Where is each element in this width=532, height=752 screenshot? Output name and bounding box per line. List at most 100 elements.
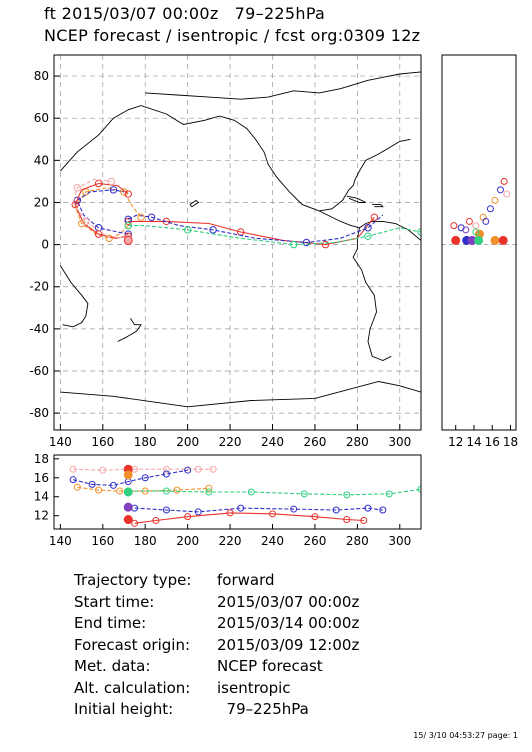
info-block: Trajectory type: forward Start time: 2015/… <box>74 570 359 721</box>
trajectory-point <box>105 234 113 242</box>
coastline <box>145 71 421 100</box>
height-point <box>69 476 77 484</box>
height-point <box>141 474 149 482</box>
info-value: NCEP forecast <box>217 657 323 675</box>
trajectory-point <box>124 221 132 230</box>
footer-timestamp: 15/ 3/10 04:53:27 page: 1 <box>413 731 518 740</box>
trajectory-point <box>364 232 372 240</box>
height-point <box>99 466 107 474</box>
coastline <box>60 265 89 328</box>
height-point <box>184 466 192 474</box>
y-tick-label: 0 <box>41 238 49 252</box>
height-point <box>152 516 160 524</box>
height-point <box>269 510 277 518</box>
height-point <box>364 504 372 512</box>
y-tick-label: 16 <box>34 471 49 485</box>
height-point <box>109 481 117 489</box>
x-tick-label: 160 <box>91 534 114 548</box>
height-point <box>131 519 139 527</box>
x-tick-label: 160 <box>91 435 114 449</box>
start-point <box>123 515 133 525</box>
side-point <box>500 177 508 185</box>
trajectory-line <box>76 189 129 235</box>
x-tick-label: 200 <box>176 435 199 449</box>
info-alt-calculation: Alt. calculation: isentropic <box>74 678 359 700</box>
trajectory-point <box>73 184 82 192</box>
coastline <box>189 199 200 208</box>
trajectory-point <box>82 217 90 226</box>
trajectory-point <box>120 188 128 196</box>
height-frame <box>53 454 422 530</box>
info-value: isentropic <box>217 678 291 697</box>
info-label: Initial height: <box>74 700 174 718</box>
coastline <box>60 105 411 212</box>
side-panel: 12 14 16 18 <box>441 54 518 449</box>
height-point <box>209 465 217 473</box>
height-point <box>205 484 213 492</box>
info-met-data: Met. data: NCEP forecast <box>74 656 359 678</box>
height-point <box>343 516 351 524</box>
trajectory-line <box>72 178 129 239</box>
info-value: 2015/03/07 00:00z <box>217 592 360 611</box>
height-line <box>134 507 383 513</box>
height-point <box>162 470 170 478</box>
x-tick-label: 300 <box>388 534 411 548</box>
info-label: Forecast origin: <box>74 635 191 654</box>
trajectory-point <box>124 190 132 198</box>
side-point <box>472 228 480 236</box>
trajectory-point <box>209 226 217 234</box>
height-point <box>237 504 245 512</box>
height-point <box>332 506 340 514</box>
x-tick-label: 180 <box>134 534 157 548</box>
trajectory-point <box>321 240 330 249</box>
height-point <box>162 465 170 473</box>
x-tick-label: 260 <box>303 435 326 449</box>
coastline <box>319 210 421 241</box>
height-point <box>162 487 170 495</box>
height-point <box>300 490 308 498</box>
height-point <box>73 483 81 491</box>
info-forecast-origin: Forecast origin: 2015/03/09 12:00z <box>74 635 359 657</box>
trajectory-point <box>364 224 372 232</box>
map-panel: 140 160 180 200 220 240 260 280 300 -80 -60 -40 -20 0… <box>29 54 422 449</box>
x-tick-label: 240 <box>261 534 284 548</box>
y-tick-label: 60 <box>34 111 49 125</box>
height-panel: 140 160 180 200 220 240 260 280 300 12 14 16 18 <box>34 452 422 548</box>
y-tick-label: -80 <box>29 406 49 420</box>
coastline <box>346 195 367 203</box>
y-tick-label: -20 <box>29 280 49 294</box>
start-point <box>123 470 133 480</box>
height-point <box>385 490 393 498</box>
info-value: 2015/03/14 00:00z <box>217 614 360 632</box>
height-point <box>290 505 298 513</box>
height-point <box>116 487 124 495</box>
y-tick-label: 12 <box>34 509 49 523</box>
info-value: 79–225hPa <box>217 700 309 718</box>
info-end-time: End time: 2015/03/14 00:00z <box>74 613 359 635</box>
side-frame <box>441 54 517 431</box>
height-point <box>194 465 202 473</box>
trajectory-line <box>127 214 384 244</box>
x-tick-label: 12 <box>448 435 463 449</box>
y-tick-label: 80 <box>34 69 49 83</box>
side-point <box>498 235 508 245</box>
coastline <box>117 318 142 342</box>
trajectory-point <box>109 186 118 194</box>
height-point <box>88 480 96 488</box>
side-point <box>472 222 480 230</box>
height-point <box>194 508 202 516</box>
x-tick-label: 220 <box>219 534 242 548</box>
chart-title: ft 2015/03/07 00:00z 79–225hPa <box>44 4 326 23</box>
height-point <box>69 465 77 473</box>
trajectory-line <box>128 216 375 246</box>
info-label: Met. data: <box>74 657 151 675</box>
height-point <box>95 486 103 494</box>
height-point <box>173 486 181 494</box>
info-value: 2015/03/09 12:00z <box>217 635 360 654</box>
chart-subtitle: NCEP forecast / isentropic / fcst org:03… <box>44 26 421 45</box>
x-tick-label: 240 <box>261 435 284 449</box>
height-line <box>128 488 421 496</box>
side-point <box>451 235 461 245</box>
info-label: Start time: <box>74 592 155 611</box>
y-tick-label: 14 <box>34 490 49 504</box>
